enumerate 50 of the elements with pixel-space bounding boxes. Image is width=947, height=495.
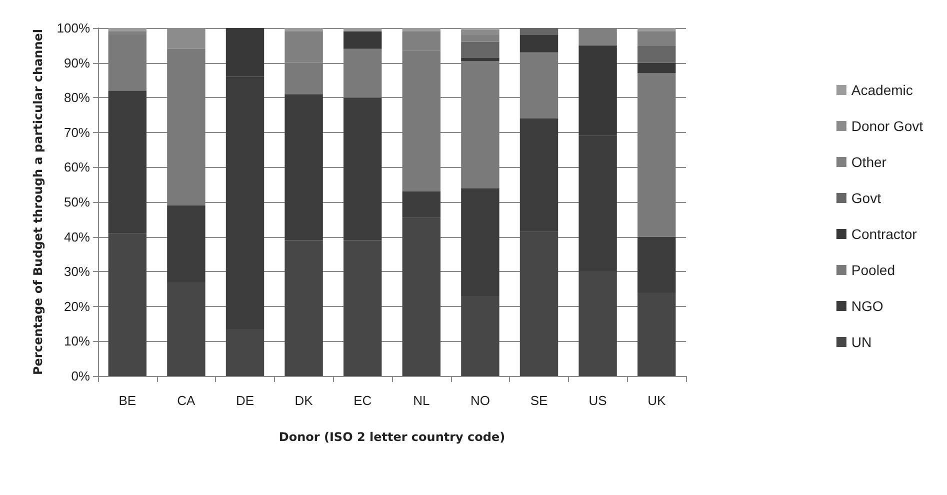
y-tick-label: 60% xyxy=(64,160,90,175)
bar xyxy=(637,31,676,46)
bar xyxy=(343,28,382,32)
legend-label: Other xyxy=(851,154,887,170)
x-tick-label: NL xyxy=(413,393,430,408)
bar xyxy=(343,31,382,49)
y-tick-label: 80% xyxy=(64,90,90,106)
bar xyxy=(520,52,558,118)
y-tick-label: 40% xyxy=(64,229,90,244)
x-tick-label: CA xyxy=(177,393,196,408)
y-tick-label: 30% xyxy=(64,264,90,280)
bar xyxy=(461,42,500,58)
y-tick-label: 100% xyxy=(56,20,90,36)
bar xyxy=(284,28,323,32)
bar xyxy=(637,45,676,63)
x-tick-label: NO xyxy=(470,393,490,408)
legend-label: Donor Govt xyxy=(851,118,924,134)
y-tick-label: 70% xyxy=(64,124,90,140)
legend-label: NGO xyxy=(851,298,884,314)
legend-label: Contractor xyxy=(851,226,918,242)
x-tick-label: DK xyxy=(294,393,314,408)
bar xyxy=(402,28,441,32)
x-tick-label: EC xyxy=(354,393,372,408)
bar xyxy=(520,28,558,35)
y-tick-label: 50% xyxy=(64,194,90,210)
legend-label: UN xyxy=(851,334,872,350)
x-tick-label: DE xyxy=(236,393,254,408)
bar xyxy=(520,34,558,52)
bar xyxy=(637,28,676,32)
bar xyxy=(461,58,500,62)
bar xyxy=(108,28,147,32)
y-tick-label: 10% xyxy=(64,334,90,349)
bar xyxy=(167,48,206,206)
x-tick-label: US xyxy=(588,393,608,408)
bar xyxy=(637,73,676,237)
bar xyxy=(108,34,147,91)
y-tick-label: 20% xyxy=(64,298,90,314)
legend-label: Academic xyxy=(851,82,913,98)
bar xyxy=(637,62,676,74)
bar xyxy=(343,48,382,98)
x-tick-label: UK xyxy=(648,393,666,408)
x-tick-label: BE xyxy=(118,393,136,408)
bar xyxy=(461,61,500,188)
x-axis-title: Donor (ISO 2 letter country code) xyxy=(278,430,506,444)
y-axis-title: Percentage of Budget through a particular channel xyxy=(30,28,45,376)
y-tick-label: 90% xyxy=(64,55,90,70)
legend-label: Govt xyxy=(851,190,882,206)
x-tick-label: SE xyxy=(530,393,548,408)
legend-label: Pooled xyxy=(851,262,896,278)
y-tick-label: 0% xyxy=(71,368,90,384)
